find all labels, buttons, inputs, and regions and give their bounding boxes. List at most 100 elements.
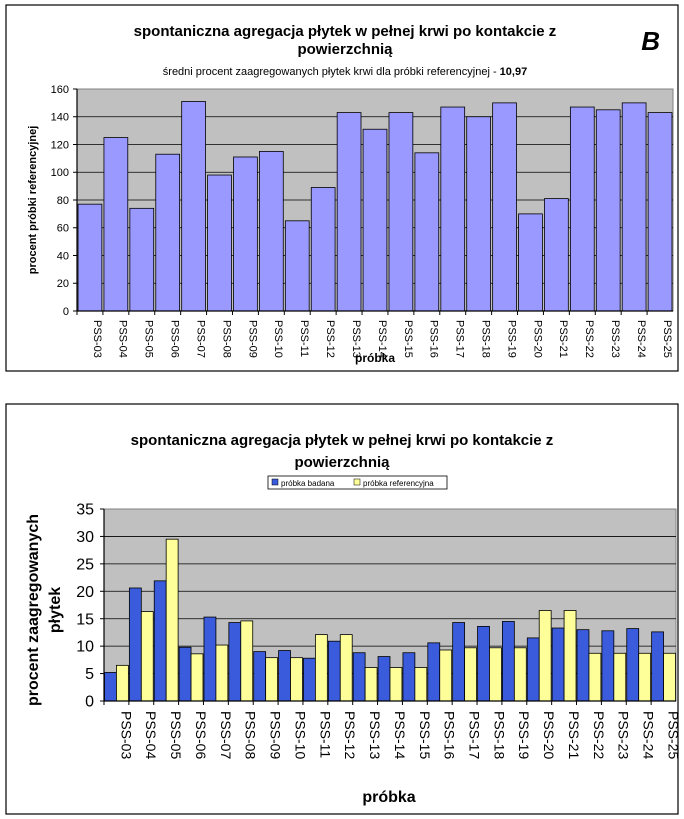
y-tick-label: 140 bbox=[51, 112, 69, 124]
bar-PSS-04 bbox=[103, 137, 129, 312]
x-tick-label: PSS-15 bbox=[417, 711, 433, 759]
bar-series-1-PSS-06 bbox=[178, 646, 192, 702]
x-tick-label: PSS-17 bbox=[467, 711, 483, 759]
bar-series-1-PSS-10 bbox=[278, 650, 291, 702]
bar-series-2-PSS-09 bbox=[265, 657, 278, 702]
x-tick-label: PSS-23 bbox=[616, 711, 632, 759]
y-tick-label: 40 bbox=[57, 250, 69, 262]
bar-series-1-PSS-24 bbox=[626, 628, 640, 702]
y-tick-label: 25 bbox=[76, 556, 94, 573]
bar-series-1-PSS-16 bbox=[427, 642, 441, 702]
x-tick-label: PSS-13 bbox=[350, 320, 362, 358]
chart-top-subtitle-prefix: średni procent zaagregowanych płytek krw… bbox=[163, 66, 500, 78]
x-tick-label: PSS-06 bbox=[193, 711, 209, 759]
x-tick-label: PSS-05 bbox=[143, 320, 155, 358]
bar-series-2-PSS-11 bbox=[314, 634, 328, 702]
y-tick-label: 5 bbox=[85, 666, 94, 683]
x-tick-label: PSS-03 bbox=[118, 711, 134, 759]
x-tick-label: PSS-11 bbox=[317, 711, 333, 758]
x-tick-label: PSS-06 bbox=[169, 320, 181, 358]
bar-PSS-21 bbox=[544, 198, 569, 312]
bar-series-2-PSS-12 bbox=[339, 634, 353, 702]
x-tick-label: PSS-17 bbox=[454, 320, 466, 358]
bar-series-1-PSS-07 bbox=[203, 616, 217, 702]
chart-top-title-line1: spontaniczna agregacja płytek w pełnej k… bbox=[134, 23, 557, 40]
bar-series-2-PSS-16 bbox=[439, 649, 453, 702]
bar-series-1-PSS-12 bbox=[327, 640, 341, 702]
x-tick-label: PSS-20 bbox=[541, 711, 557, 759]
x-tick-label: PSS-24 bbox=[635, 320, 647, 358]
chart-top-title-line2: powierzchnią bbox=[297, 41, 393, 58]
x-tick-label: PSS-14 bbox=[376, 320, 388, 358]
chart-bottom-legend: próbka badana próbka referencyjna bbox=[267, 475, 448, 490]
x-tick-label: PSS-08 bbox=[220, 320, 232, 358]
chart-bottom-x-ticks: PSS-03 PSS-04 PSS-05 PSS-06 PSS-07 PSS-08 PSS-… bbox=[103, 700, 681, 759]
bar-series-1-PSS-23 bbox=[601, 630, 615, 702]
x-tick-label: PSS-14 bbox=[392, 711, 408, 759]
chart-top-bars bbox=[77, 101, 673, 312]
bar-PSS-12 bbox=[310, 187, 336, 312]
bar-PSS-16 bbox=[414, 152, 440, 312]
bar-series-2-PSS-14 bbox=[389, 667, 403, 702]
chart-top-y-axis-label: procent próbki referencyjnej bbox=[27, 126, 39, 275]
bar-series-1-PSS-05 bbox=[153, 580, 167, 702]
x-tick-label: PSS-05 bbox=[168, 711, 184, 759]
bar-series-2-PSS-15 bbox=[414, 667, 428, 702]
x-tick-label: PSS-25 bbox=[665, 711, 681, 759]
x-tick-label: PSS-16 bbox=[442, 711, 458, 759]
chart-bottom-title-line2: powierzchnią bbox=[294, 454, 390, 471]
chart-top-subtitle-value: 10,97 bbox=[500, 66, 528, 78]
bar-series-2-PSS-20 bbox=[538, 610, 552, 702]
x-tick-label: PSS-09 bbox=[246, 320, 258, 358]
y-tick-label: 30 bbox=[76, 529, 94, 546]
bar-series-1-PSS-13 bbox=[352, 652, 366, 702]
bar-PSS-13 bbox=[336, 112, 362, 312]
x-tick-label: PSS-07 bbox=[194, 320, 206, 358]
bar-series-2-PSS-04 bbox=[140, 611, 154, 702]
bar-series-2-PSS-07 bbox=[215, 644, 229, 702]
bar-series-1-PSS-08 bbox=[228, 622, 242, 702]
x-tick-label: PSS-20 bbox=[531, 320, 543, 358]
chart-bottom-title-line1: spontaniczna agregacja płytek w pełnej k… bbox=[131, 432, 554, 449]
bar-PSS-15 bbox=[388, 112, 414, 312]
y-tick-label: 15 bbox=[76, 611, 94, 628]
x-tick-label: PSS-25 bbox=[661, 320, 673, 358]
bar-PSS-24 bbox=[621, 102, 647, 312]
x-tick-label: PSS-21 bbox=[557, 320, 569, 358]
chart-top-x-axis-label: próbka bbox=[355, 351, 395, 365]
bar-series-2-PSS-13 bbox=[364, 667, 378, 702]
x-tick-label: PSS-18 bbox=[491, 711, 507, 759]
bar-series-1-PSS-20 bbox=[526, 637, 540, 702]
x-tick-label: PSS-22 bbox=[583, 320, 595, 358]
x-tick-label: PSS-24 bbox=[641, 711, 657, 759]
x-tick-label: PSS-10 bbox=[272, 320, 284, 358]
y-tick-label: 80 bbox=[57, 195, 69, 207]
y-tick-label: 35 bbox=[76, 502, 94, 519]
panel-letter: B bbox=[641, 26, 660, 56]
legend-swatch-series-1 bbox=[271, 478, 279, 486]
bar-series-1-PSS-09 bbox=[253, 651, 267, 702]
x-tick-label: PSS-18 bbox=[480, 320, 492, 358]
bar-series-2-PSS-22 bbox=[588, 652, 602, 702]
bar-series-2-PSS-03 bbox=[116, 664, 129, 702]
bar-series-1-PSS-21 bbox=[551, 627, 565, 702]
bar-PSS-06 bbox=[155, 153, 181, 312]
legend-label-series-1: próbka badana bbox=[281, 479, 335, 488]
bar-PSS-14 bbox=[362, 128, 388, 312]
bar-PSS-11 bbox=[284, 220, 310, 312]
legend-label-series-2: próbka referencyjna bbox=[363, 479, 434, 488]
bar-series-2-PSS-06 bbox=[190, 653, 204, 702]
chart-bottom: spontaniczna agregacja płytek w pełnej k… bbox=[5, 403, 681, 815]
bar-series-2-PSS-05 bbox=[165, 538, 179, 702]
y-tick-label: 100 bbox=[51, 167, 69, 179]
bar-PSS-23 bbox=[595, 109, 621, 312]
chart-bottom-y-axis-label-line2: płytek bbox=[47, 587, 64, 633]
y-tick-label: 10 bbox=[76, 639, 94, 656]
bar-PSS-08 bbox=[207, 174, 232, 312]
bar-PSS-10 bbox=[259, 151, 284, 312]
x-tick-label: PSS-15 bbox=[402, 320, 414, 358]
legend-swatch-series-2 bbox=[353, 478, 361, 486]
x-tick-label: PSS-13 bbox=[367, 711, 383, 759]
bar-PSS-03 bbox=[77, 203, 103, 312]
